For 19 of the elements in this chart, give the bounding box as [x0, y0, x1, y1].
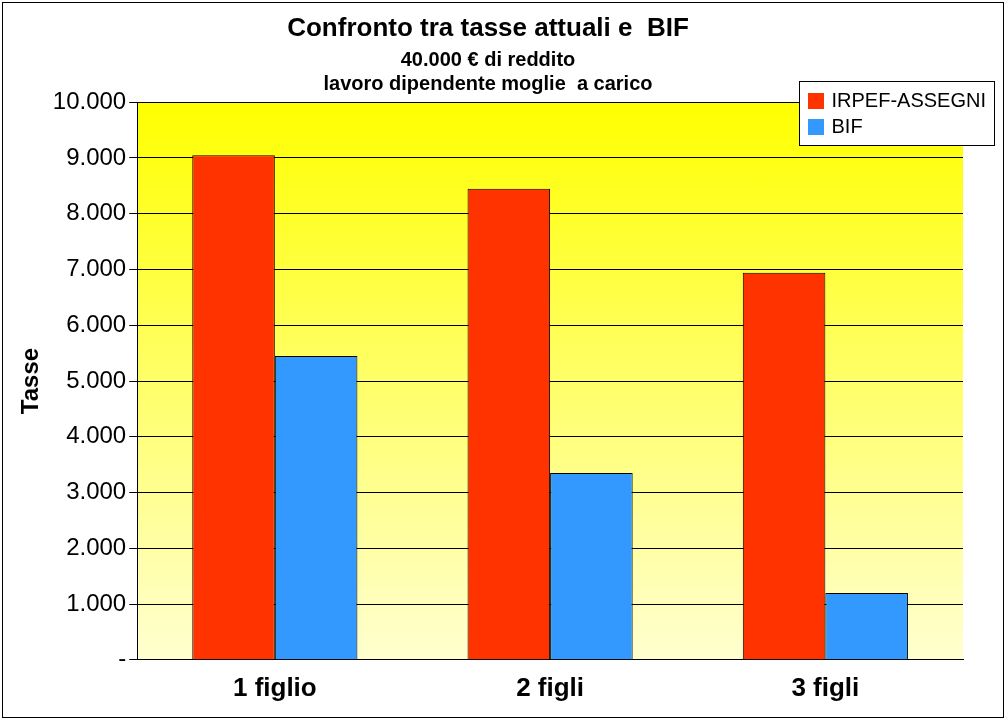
y-tick-label: 2.000	[66, 532, 127, 560]
x-tick-label: 1 figlio	[232, 671, 317, 702]
y-tick-label: 3.000	[66, 477, 127, 505]
y-tick-label: 9.000	[66, 142, 127, 170]
y-tick-label: 6.000	[66, 309, 127, 337]
x-tick-label: 3 figli	[791, 671, 860, 702]
chart-subtitle: 40.000 € di reddito lavoro dipendente moglie a carico	[323, 47, 653, 94]
legend-label: BIF	[831, 115, 863, 138]
y-axis-title: Tasse	[16, 347, 44, 415]
y-tick-label: 7.000	[66, 254, 127, 282]
y-tick-label: -	[118, 644, 127, 672]
y-tick-label: 8.000	[66, 198, 127, 226]
x-tick-label: 2 figli	[516, 671, 585, 702]
y-tick-label: 4.000	[66, 421, 127, 449]
y-tick-label: 1.000	[66, 588, 127, 616]
legend-label: IRPEF-ASSEGNI	[831, 89, 986, 112]
y-tick-label: 10.000	[52, 86, 127, 114]
chart-title: Confronto tra tasse attuali e BIF	[287, 11, 689, 42]
y-tick-label: 5.000	[66, 365, 127, 393]
